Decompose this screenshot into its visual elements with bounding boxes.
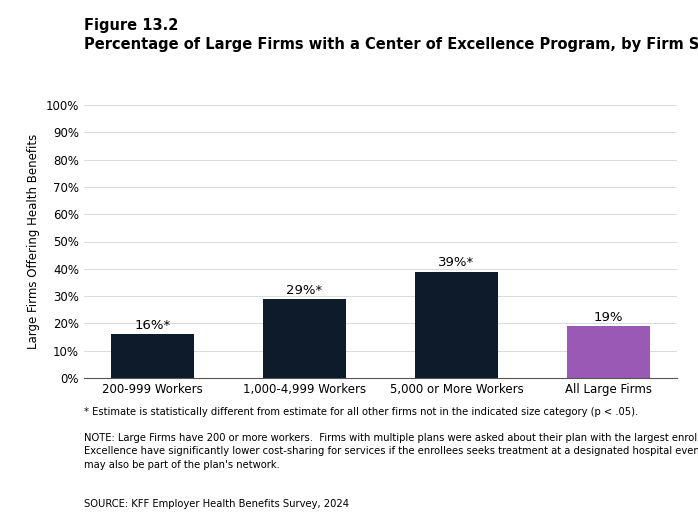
Bar	[111, 334, 194, 378]
Text: 16%*: 16%*	[135, 319, 170, 332]
Text: Percentage of Large Firms with a Center of Excellence Program, by Firm Size, 202: Percentage of Large Firms with a Center …	[84, 37, 698, 52]
Bar	[567, 326, 650, 378]
Text: Figure 13.2: Figure 13.2	[84, 18, 178, 34]
Text: * Estimate is statistically different from estimate for all other firms not in t: * Estimate is statistically different fr…	[84, 407, 638, 417]
Text: SOURCE: KFF Employer Health Benefits Survey, 2024: SOURCE: KFF Employer Health Benefits Sur…	[84, 499, 349, 509]
Text: 19%: 19%	[593, 311, 623, 324]
Text: 29%*: 29%*	[286, 284, 322, 297]
Text: NOTE: Large Firms have 200 or more workers.  Firms with multiple plans were aske: NOTE: Large Firms have 200 or more worke…	[84, 433, 698, 469]
Bar	[415, 271, 498, 378]
Bar	[262, 299, 346, 378]
Text: 39%*: 39%*	[438, 256, 475, 269]
Y-axis label: Large Firms Offering Health Benefits: Large Firms Offering Health Benefits	[27, 134, 40, 349]
